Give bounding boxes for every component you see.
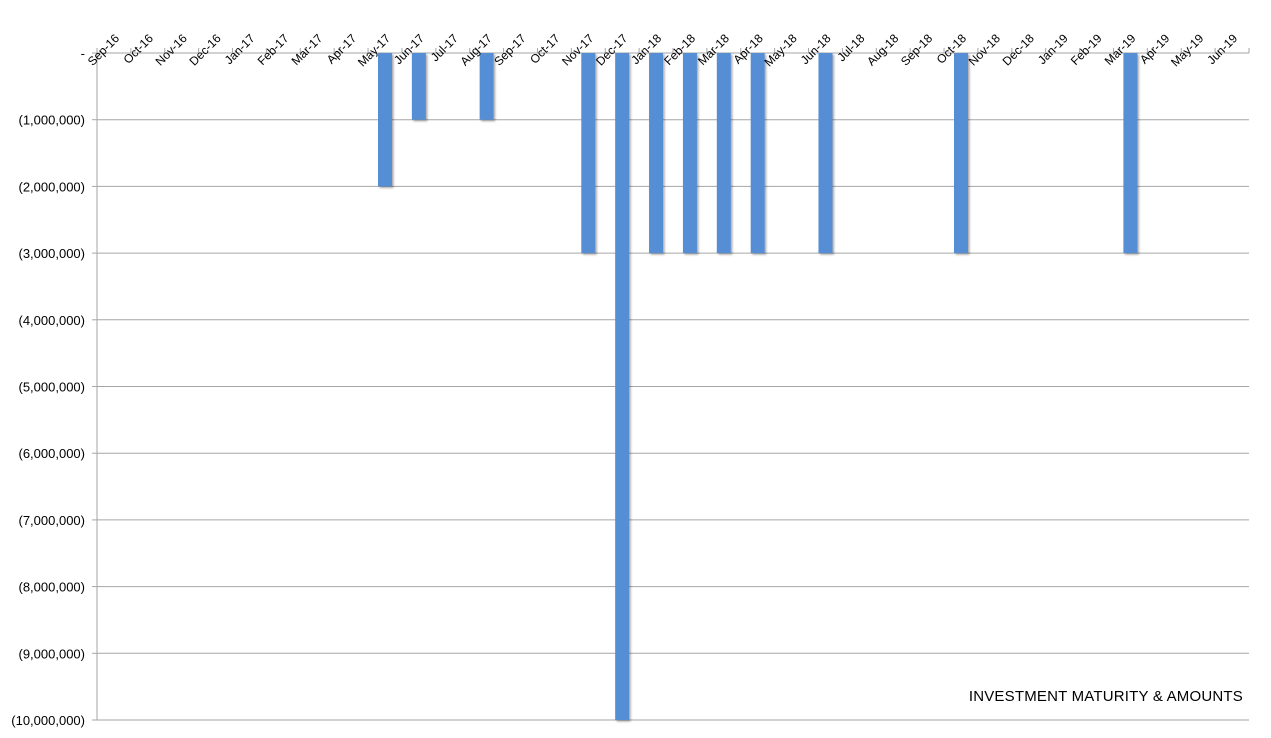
y-tick-label: (5,000,000) [19, 380, 86, 395]
x-tick-label: Mar-17 [289, 31, 326, 68]
y-tick-label: (2,000,000) [19, 179, 86, 194]
x-tick-label: Sep-18 [898, 31, 935, 68]
x-tick-label: Nov-16 [153, 31, 190, 68]
x-tick-label: Feb-19 [1068, 31, 1105, 68]
x-tick-label: Apr-19 [1137, 31, 1173, 67]
x-tick-label: Dec-16 [186, 31, 223, 68]
y-tick-label: (7,000,000) [19, 513, 86, 528]
bar-oct-18 [954, 53, 968, 254]
bar-jun-18 [818, 53, 833, 254]
x-tick-label: Feb-17 [255, 31, 292, 68]
bars [378, 53, 1138, 720]
x-tick-label: Jun-19 [1204, 31, 1240, 67]
gridlines [92, 52, 1249, 721]
x-tick-label: Sep-17 [491, 31, 528, 68]
bar-jan-18 [649, 53, 664, 254]
y-tick-label: (8,000,000) [19, 580, 86, 595]
axes [96, 48, 1250, 720]
x-tick-label: Dec-18 [1000, 31, 1037, 68]
y-tick-label: - [81, 46, 85, 61]
y-tick-label: (3,000,000) [19, 246, 86, 261]
x-tick-label: Oct-16 [121, 31, 157, 67]
bar-feb-18 [682, 53, 697, 254]
x-tick-label: May-19 [1168, 31, 1206, 69]
y-tick-label: (6,000,000) [19, 446, 86, 461]
bar-mar-19 [1123, 53, 1138, 254]
x-tick-label: Aug-18 [864, 31, 901, 68]
y-tick-label: (10,000,000) [11, 713, 85, 728]
x-tick-label: Apr-17 [324, 31, 360, 67]
x-tick-label: Oct-17 [527, 31, 563, 67]
bar-may-17 [378, 53, 392, 187]
x-tick-label: May-18 [762, 31, 800, 69]
chart-title: INVESTMENT MATURITY & AMOUNTS [968, 688, 1243, 705]
bar-jun-17 [411, 53, 426, 120]
x-tick-label: Jan-19 [1035, 31, 1071, 67]
y-tick-label: (4,000,000) [19, 313, 86, 328]
x-tick-label: Jul-17 [428, 31, 461, 64]
bar-aug-17 [479, 53, 494, 120]
x-tick-label: Jul-18 [834, 31, 867, 64]
bar-apr-18 [750, 53, 765, 254]
y-axis-tick-labels: - (1,000,000) (2,000,000) (3,000,000) (4,000… [11, 46, 85, 728]
y-tick-label: (1,000,000) [19, 113, 86, 128]
bar-dec-17 [615, 53, 630, 720]
x-tick-label: Nov-18 [966, 31, 1003, 68]
x-tick-label: Sep-16 [85, 31, 122, 68]
bar-mar-18 [716, 53, 731, 254]
y-tick-label: (9,000,000) [19, 646, 86, 661]
bar-nov-17 [581, 53, 596, 254]
x-tick-label: Jan-17 [222, 31, 258, 67]
